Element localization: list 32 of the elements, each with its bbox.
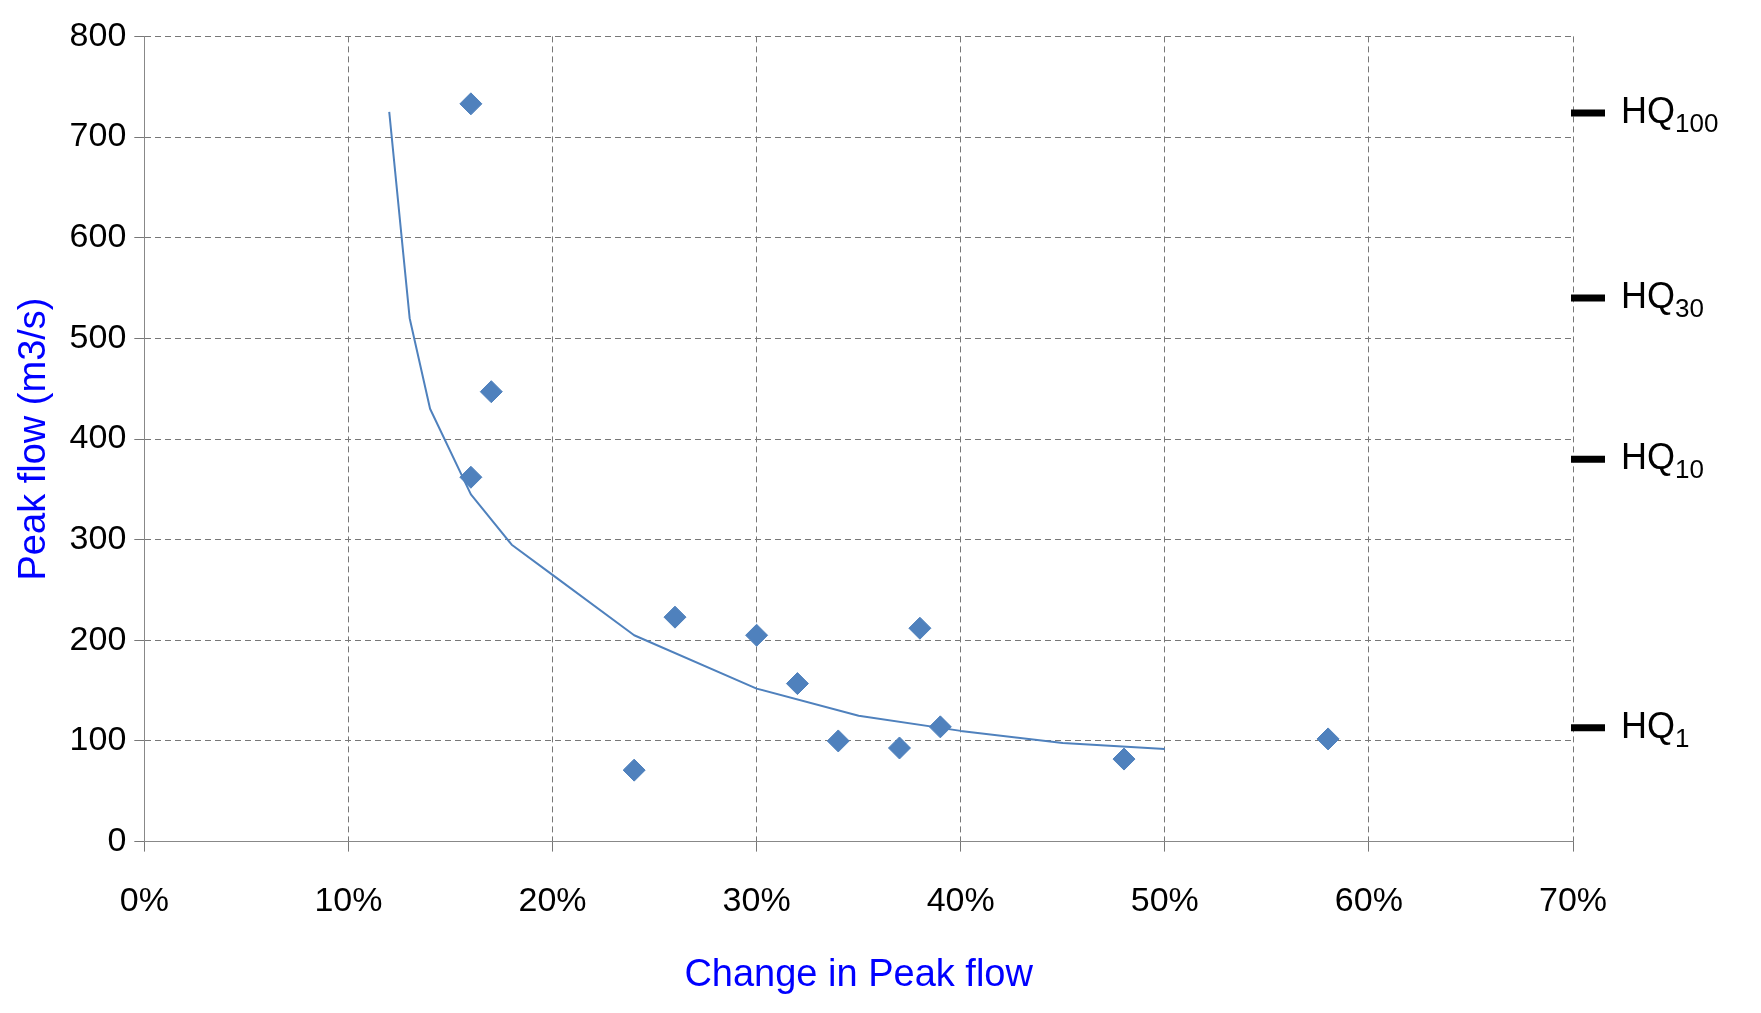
x-tick-label: 30%: [722, 880, 791, 919]
point: [826, 729, 850, 753]
point: [622, 758, 646, 782]
y-tick-label: 0: [107, 819, 127, 858]
x-tick-label: 50%: [1130, 880, 1199, 919]
point: [908, 616, 932, 640]
y-tick-label: 700: [69, 115, 127, 154]
y-tick-label: 500: [69, 316, 127, 355]
y-tick-label: 600: [69, 216, 127, 255]
y-tick-label: 800: [69, 14, 127, 53]
x-tick-label: 40%: [926, 880, 995, 919]
x-tick-label: 10%: [314, 880, 383, 919]
point: [785, 672, 809, 696]
point: [1316, 727, 1340, 751]
point: [459, 465, 483, 489]
point: [928, 715, 952, 739]
point: [887, 736, 911, 760]
point: [459, 92, 483, 116]
y-tick-label: 300: [69, 518, 127, 557]
point: [479, 380, 503, 404]
point: [663, 605, 687, 629]
y-axis-title: Peak flow (m3/s): [11, 297, 54, 581]
point: [1112, 747, 1136, 771]
x-axis-title: Change in Peak flow: [684, 951, 1034, 994]
y-tick-label: 400: [69, 417, 127, 456]
y-tick-label: 100: [69, 719, 127, 758]
x-tick-label: 0%: [119, 880, 169, 919]
x-tick-label: 20%: [518, 880, 587, 919]
x-tick-label: 60%: [1334, 880, 1403, 919]
y-tick-label: 200: [69, 618, 127, 657]
point: [745, 623, 769, 647]
x-tick-label: 70%: [1538, 880, 1608, 919]
